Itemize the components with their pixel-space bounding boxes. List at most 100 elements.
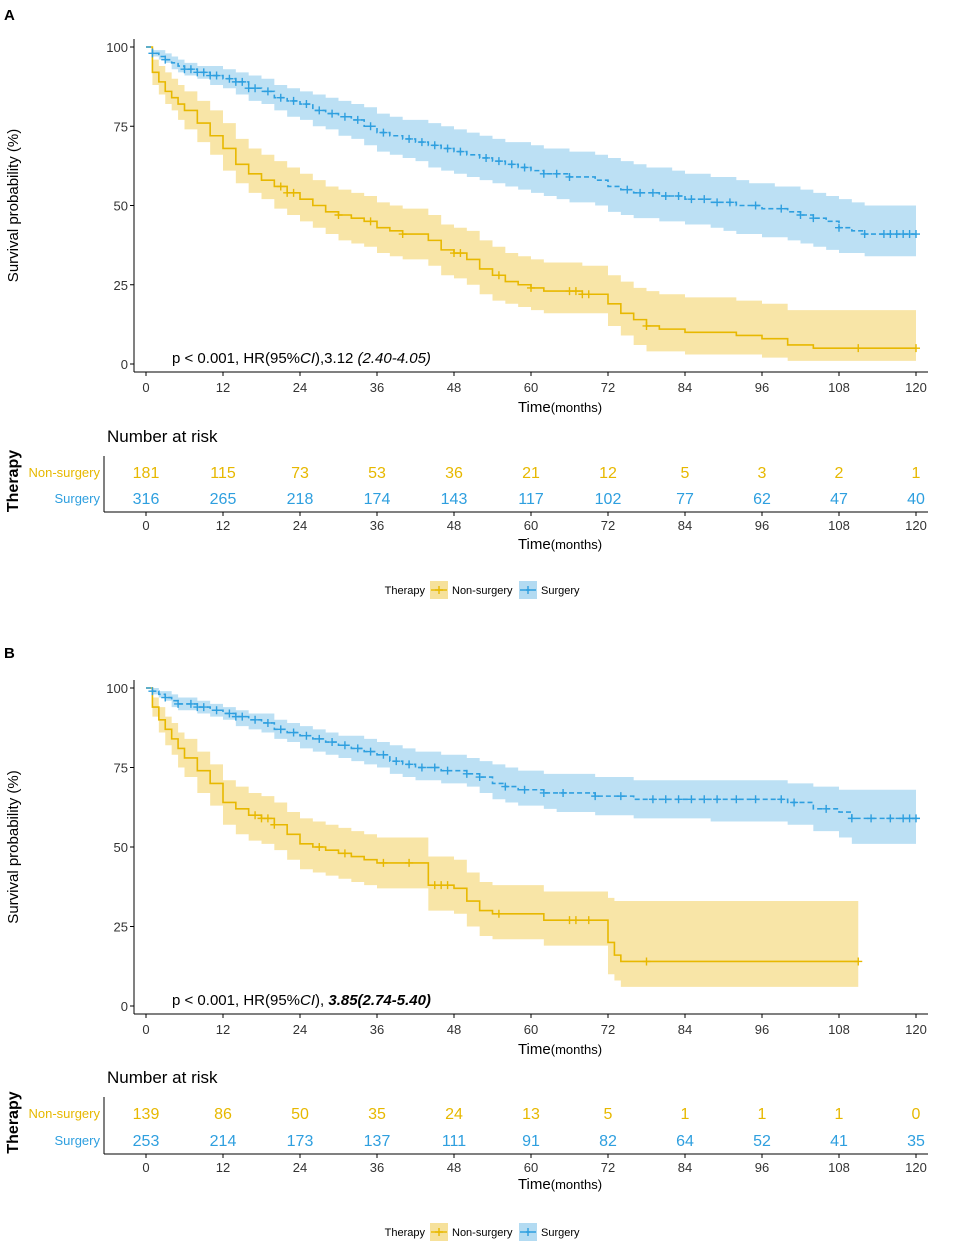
p-value-text: p < 0.001 [172, 350, 235, 367]
censor-mark [417, 138, 426, 147]
censor-mark [174, 699, 183, 708]
legend-censor-mark [435, 586, 443, 594]
censor-mark [302, 100, 311, 109]
censor-mark [398, 230, 407, 239]
censor-mark [642, 321, 651, 330]
risk-count: 1 [758, 1106, 767, 1123]
censor-mark [687, 195, 696, 204]
x-tick-label: 84 [678, 380, 692, 395]
risk-x-tick-label: 84 [678, 518, 692, 533]
censor-mark [494, 909, 503, 918]
censor-mark [199, 68, 208, 77]
risk-x-tick-label: 24 [293, 1160, 307, 1175]
censor-mark [796, 211, 805, 220]
censor-mark [263, 87, 272, 96]
x-tick-label: 24 [293, 380, 307, 395]
censor-mark [199, 703, 208, 712]
risk-x-tick-label: 24 [293, 518, 307, 533]
y-axis-title: Survival probability (%) [5, 129, 22, 282]
x-tick-label: 12 [216, 380, 230, 395]
x-tick-label: 0 [142, 1022, 149, 1037]
risk-count: 91 [522, 1133, 540, 1150]
censor-mark [212, 71, 221, 80]
censor-mark [443, 144, 452, 153]
risk-x-axis-title-unit: (months) [551, 1177, 602, 1192]
censor-mark [405, 134, 414, 143]
censor-mark [186, 65, 195, 74]
x-tick-label: 72 [601, 1022, 615, 1037]
censor-mark [315, 734, 324, 743]
risk-count: 21 [522, 465, 540, 482]
censor-mark [854, 957, 863, 966]
censor-mark [340, 849, 349, 858]
censor-mark [276, 93, 285, 102]
ci-band-surgery [146, 47, 916, 257]
x-tick-label: 24 [293, 1022, 307, 1037]
censor-mark [809, 214, 818, 223]
risk-x-tick-label: 60 [524, 1160, 538, 1175]
censor-mark [353, 744, 362, 753]
risk-count: 53 [368, 465, 386, 482]
censor-mark [251, 84, 260, 93]
risk-count: 35 [907, 1133, 925, 1150]
censor-mark [443, 766, 452, 775]
censor-mark [539, 788, 548, 797]
y-tick-label: 25 [114, 920, 128, 935]
risk-count: 82 [599, 1133, 617, 1150]
risk-count: 0 [912, 1106, 921, 1123]
censor-mark [571, 916, 580, 925]
hr-close-text: ),3.12 [315, 350, 358, 367]
risk-x-tick-label: 84 [678, 1160, 692, 1175]
annotation-separator: , [235, 992, 243, 1009]
censor-mark [700, 195, 709, 204]
risk-table-title: Number at risk [107, 427, 218, 446]
censor-mark [186, 699, 195, 708]
risk-count: 2 [835, 465, 844, 482]
x-tick-label: 12 [216, 1022, 230, 1037]
ci-text: CI [300, 992, 315, 1009]
censor-mark [713, 198, 722, 207]
risk-row-label: Surgery [54, 1133, 100, 1148]
legend-item-label: Surgery [541, 585, 580, 597]
risk-count: 36 [445, 465, 463, 482]
x-tick-label: 0 [142, 380, 149, 395]
x-tick-label: 72 [601, 380, 615, 395]
censor-mark [674, 795, 683, 804]
risk-x-tick-label: 36 [370, 518, 384, 533]
censor-mark [443, 881, 452, 890]
x-axis-title-main: Time [518, 399, 551, 416]
censor-mark [494, 271, 503, 280]
x-tick-label: 108 [828, 380, 850, 395]
risk-count: 52 [753, 1133, 771, 1150]
censor-mark [405, 858, 414, 867]
censor-mark [289, 188, 298, 197]
risk-count: 173 [287, 1133, 314, 1150]
censor-mark [552, 169, 561, 178]
censor-mark [315, 106, 324, 115]
legend-censor-mark [524, 586, 532, 594]
censor-mark [328, 738, 337, 747]
censor-mark [777, 795, 786, 804]
x-axis-title: Time(months) [518, 1041, 602, 1058]
risk-count: 1 [835, 1106, 844, 1123]
censor-mark [263, 718, 272, 727]
y-tick-label: 75 [114, 119, 128, 134]
censor-mark [777, 204, 786, 213]
risk-x-axis-title-main: Time [518, 536, 551, 553]
censor-mark [725, 198, 734, 207]
risk-count: 1 [681, 1106, 690, 1123]
censor-mark [732, 795, 741, 804]
censor-mark [751, 795, 760, 804]
censor-mark [161, 55, 170, 64]
risk-count: 47 [830, 491, 848, 508]
y-tick-label: 0 [121, 357, 128, 372]
censor-mark [417, 763, 426, 772]
risk-count: 3 [758, 465, 767, 482]
x-axis-title-unit: (months) [551, 1042, 602, 1057]
risk-count: 40 [907, 491, 925, 508]
censor-mark [822, 804, 831, 813]
risk-x-tick-label: 72 [601, 1160, 615, 1175]
censor-mark [713, 795, 722, 804]
y-tick-label: 50 [114, 199, 128, 214]
